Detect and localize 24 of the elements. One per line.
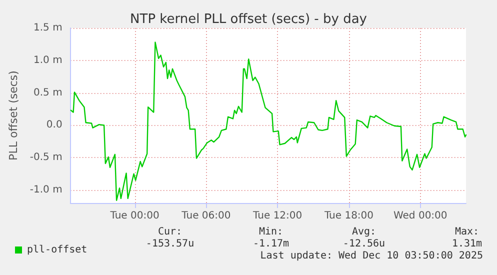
x-tick-label: Wed 00:00 bbox=[393, 210, 448, 222]
text: Avg: bbox=[352, 226, 376, 238]
legend-label: pll-offset bbox=[27, 244, 88, 256]
y-tick-label: 0.0 bbox=[46, 120, 62, 131]
y-tick-label: 1.0 m bbox=[34, 54, 62, 66]
y-tick-label: -0.5 m bbox=[30, 152, 62, 164]
text: -1.17m bbox=[252, 238, 290, 250]
y-tick-label: 1.5 m bbox=[34, 22, 62, 34]
text: Last update: Wed Dec 10 03:50:00 2025 bbox=[260, 250, 483, 262]
chart-title: NTP kernel PLL offset (secs) - by day bbox=[130, 12, 368, 27]
x-tick-label: Tue 00:00 bbox=[109, 210, 160, 222]
y-tick-label: -1.0 m bbox=[30, 184, 62, 196]
text: Cur: bbox=[158, 226, 182, 238]
text: Min: bbox=[258, 226, 284, 238]
line-series bbox=[70, 42, 467, 202]
x-tick-label: Tue 12:00 bbox=[252, 210, 302, 222]
y-axis-title: PLL offset (secs) bbox=[7, 70, 20, 160]
x-tick-label: Tue 06:00 bbox=[180, 210, 231, 222]
text: 1.31m bbox=[452, 238, 482, 250]
x-tick-label: Tue 18:00 bbox=[323, 210, 374, 222]
y-tick-label: 0.5 m bbox=[34, 87, 62, 98]
text: -12.56u bbox=[342, 238, 386, 250]
text: -153.57u bbox=[146, 238, 194, 250]
text: Max: bbox=[454, 226, 480, 238]
